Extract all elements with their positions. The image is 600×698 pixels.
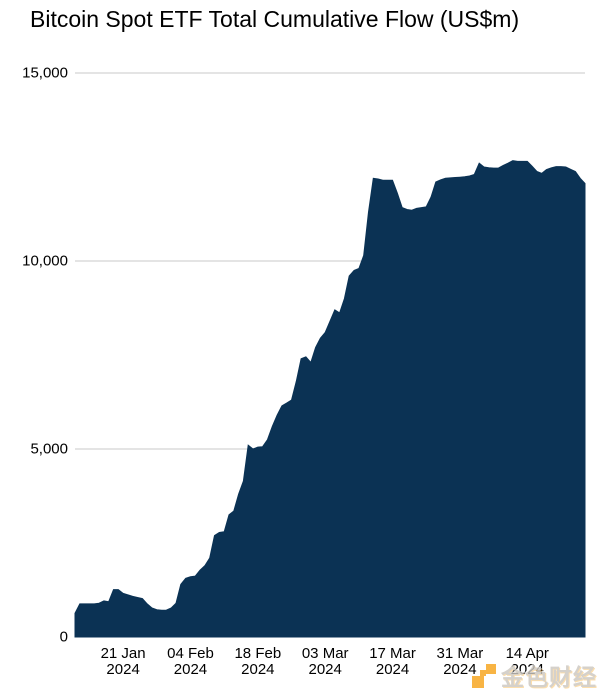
area-series <box>74 160 586 638</box>
chart-title: Bitcoin Spot ETF Total Cumulative Flow (… <box>30 6 520 32</box>
x-tick-label: 31 Mar 2024 <box>436 645 484 678</box>
x-tick-label: 21 Jan 2024 <box>100 645 146 678</box>
x-tick-label: 18 Feb 2024 <box>234 645 282 678</box>
x-tick-label: 03 Mar 2024 <box>301 645 349 678</box>
x-tick-label: 14 Apr 2024 <box>505 645 549 678</box>
x-tick-label: 04 Feb 2024 <box>167 645 214 678</box>
y-tick-label: 15,000 <box>22 64 68 82</box>
y-tick-label: 5,000 <box>30 440 68 458</box>
x-tick-label: 17 Mar 2024 <box>369 645 416 678</box>
y-tick-label: 0 <box>59 628 68 646</box>
y-tick-label: 10,000 <box>22 252 68 270</box>
